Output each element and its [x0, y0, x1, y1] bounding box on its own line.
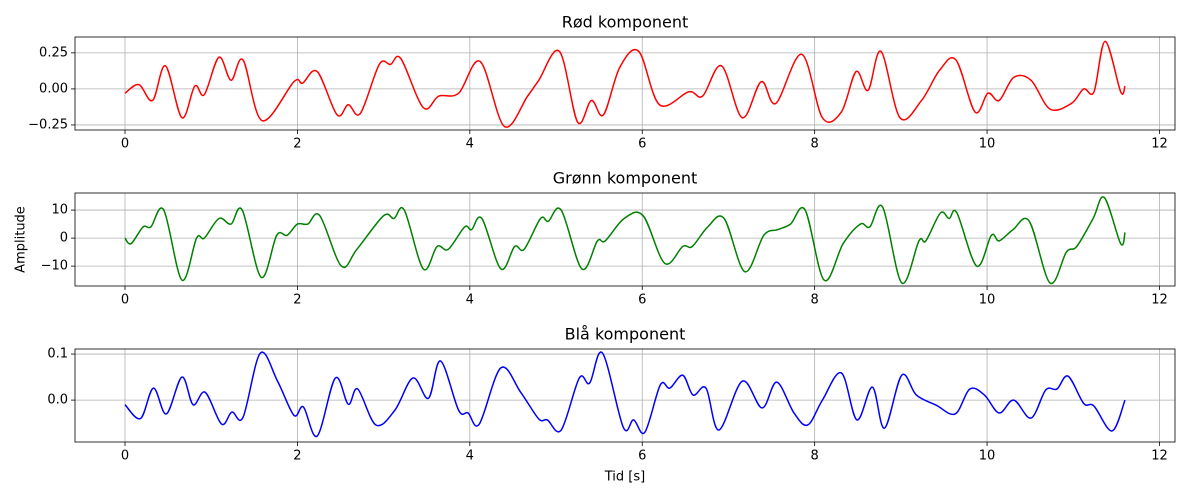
x-tick-label: 6 [638, 137, 646, 152]
series-line [124, 40, 1126, 128]
y-tick-label: 0.0 [47, 393, 68, 408]
x-axis-label: Tid [s] [604, 470, 645, 485]
x-tick-label: 0 [121, 137, 129, 152]
y-tick-label: −10 [41, 259, 68, 274]
x-tick-label: 8 [811, 449, 819, 464]
y-tick-label: 0.25 [39, 45, 68, 60]
chart-title: Rød komponent [562, 13, 689, 32]
x-tick-label: 12 [1151, 449, 1168, 464]
x-tick-label: 10 [979, 293, 996, 308]
y-axis-label: Amplitude [14, 206, 29, 273]
x-tick-label: 2 [293, 449, 301, 464]
series-line [124, 196, 1126, 285]
x-tick-label: 4 [466, 293, 474, 308]
y-tick-label: 0 [60, 231, 68, 246]
x-tick-label: 8 [811, 137, 819, 152]
x-tick-label: 10 [979, 449, 996, 464]
x-tick-label: 12 [1151, 293, 1168, 308]
x-tick-label: 8 [811, 293, 819, 308]
y-tick-label: 10 [51, 203, 68, 218]
x-tick-label: 0 [121, 293, 129, 308]
chart-title: Blå komponent [565, 325, 686, 344]
chart-title: Grønn komponent [553, 169, 698, 188]
axes-frame [74, 36, 1176, 131]
y-tick-label: 0.1 [47, 347, 68, 362]
x-tick-label: 4 [466, 449, 474, 464]
y-tick-label: 0.00 [39, 81, 68, 96]
x-tick-label: 2 [293, 137, 301, 152]
axes-frame [74, 348, 1176, 443]
x-tick-label: 2 [293, 293, 301, 308]
x-tick-label: 10 [979, 137, 996, 152]
y-tick-label: −0.25 [28, 117, 68, 132]
series-line [124, 351, 1126, 438]
x-tick-label: 0 [121, 449, 129, 464]
x-tick-label: 6 [638, 449, 646, 464]
x-tick-label: 4 [466, 137, 474, 152]
x-tick-label: 6 [638, 293, 646, 308]
x-tick-label: 12 [1151, 137, 1168, 152]
axes-frame [74, 192, 1176, 287]
